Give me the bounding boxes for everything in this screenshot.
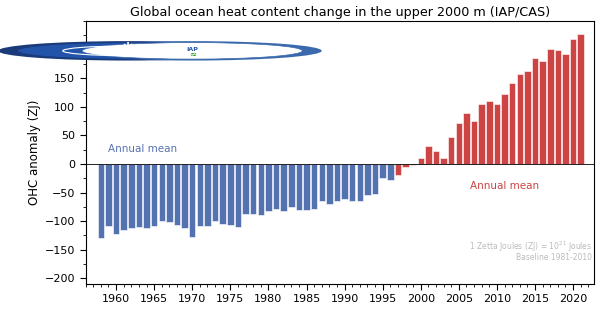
Bar: [471, 121, 478, 164]
Bar: [517, 74, 523, 164]
Circle shape: [0, 41, 257, 60]
Bar: [212, 164, 218, 221]
Bar: [418, 158, 424, 164]
Bar: [433, 151, 439, 164]
Bar: [387, 164, 394, 180]
Bar: [532, 58, 538, 164]
Text: *: *: [122, 41, 133, 60]
Bar: [341, 164, 348, 199]
Bar: [227, 164, 233, 224]
Bar: [356, 164, 363, 201]
Bar: [463, 113, 470, 164]
Bar: [273, 164, 279, 209]
Bar: [364, 164, 371, 195]
Bar: [319, 164, 325, 201]
Bar: [242, 164, 249, 214]
Bar: [265, 164, 272, 211]
Bar: [296, 164, 302, 210]
Circle shape: [82, 42, 302, 59]
Bar: [562, 54, 569, 164]
Bar: [524, 71, 530, 164]
Bar: [250, 164, 256, 214]
Bar: [326, 164, 332, 204]
Bar: [197, 164, 203, 226]
Bar: [113, 164, 119, 234]
Bar: [288, 164, 295, 207]
Bar: [151, 164, 157, 226]
Bar: [334, 164, 340, 201]
Bar: [502, 94, 508, 164]
Bar: [311, 164, 317, 209]
Bar: [158, 164, 165, 221]
Title: Global ocean heat content change in the upper 2000 m (IAP/CAS): Global ocean heat content change in the …: [130, 6, 550, 19]
Bar: [235, 164, 241, 227]
Bar: [478, 104, 485, 164]
Bar: [547, 49, 554, 164]
Bar: [554, 50, 561, 164]
Bar: [539, 61, 546, 164]
Circle shape: [63, 41, 322, 60]
Text: ≈: ≈: [189, 49, 196, 58]
Bar: [257, 164, 264, 215]
Text: Annual mean: Annual mean: [470, 181, 539, 191]
Bar: [189, 164, 196, 237]
Bar: [440, 158, 447, 164]
Bar: [395, 164, 401, 175]
Bar: [220, 164, 226, 224]
Y-axis label: OHC anomaly (ZJ): OHC anomaly (ZJ): [28, 100, 41, 205]
Text: 1 Zetta Joules (ZJ) = $10^{21}$ Joules: 1 Zetta Joules (ZJ) = $10^{21}$ Joules: [469, 240, 592, 254]
Bar: [349, 164, 355, 201]
Bar: [494, 104, 500, 164]
Bar: [105, 164, 112, 226]
Bar: [372, 164, 379, 194]
Bar: [448, 137, 454, 164]
Bar: [121, 164, 127, 230]
Bar: [410, 164, 416, 165]
Bar: [143, 164, 150, 228]
Bar: [577, 34, 584, 164]
Bar: [379, 164, 386, 178]
Bar: [280, 164, 287, 211]
Bar: [204, 164, 211, 226]
Bar: [166, 164, 173, 222]
Bar: [570, 39, 577, 164]
Bar: [174, 164, 180, 224]
Circle shape: [17, 42, 238, 59]
Text: Baseline 1981-2010: Baseline 1981-2010: [516, 253, 592, 262]
Bar: [181, 164, 188, 228]
Bar: [486, 101, 493, 164]
Text: Annual mean: Annual mean: [109, 144, 178, 154]
Bar: [402, 164, 409, 167]
Bar: [98, 164, 104, 238]
Text: IAP: IAP: [187, 46, 198, 52]
Bar: [425, 146, 431, 164]
Bar: [136, 164, 142, 227]
Bar: [455, 123, 462, 164]
Bar: [509, 83, 515, 164]
Bar: [128, 164, 134, 228]
Bar: [303, 164, 310, 210]
